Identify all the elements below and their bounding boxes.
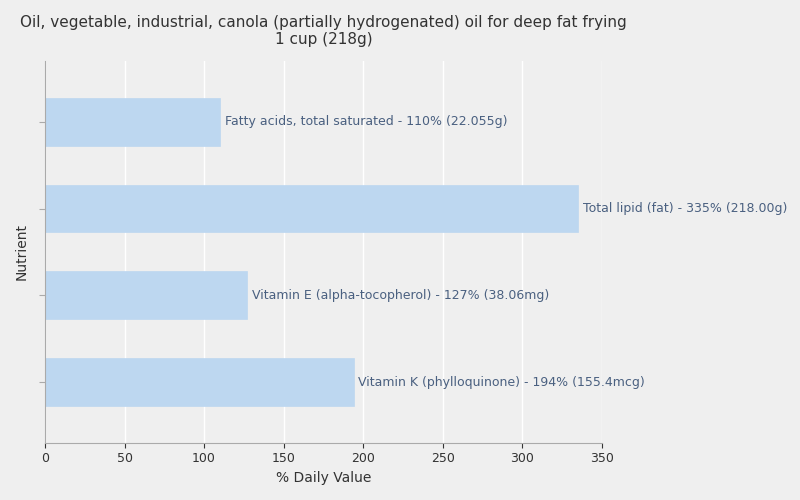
Bar [45,272,247,319]
Bar [45,98,220,146]
Text: Vitamin K (phylloquinone) - 194% (155.4mcg): Vitamin K (phylloquinone) - 194% (155.4m… [358,376,645,388]
X-axis label: % Daily Value: % Daily Value [276,471,371,485]
Y-axis label: Nutrient: Nutrient [15,224,29,280]
Text: Total lipid (fat) - 335% (218.00g): Total lipid (fat) - 335% (218.00g) [582,202,787,215]
Bar [45,184,578,232]
Text: Vitamin E (alpha-tocopherol) - 127% (38.06mg): Vitamin E (alpha-tocopherol) - 127% (38.… [252,289,549,302]
Bar [45,358,354,406]
Text: Fatty acids, total saturated - 110% (22.055g): Fatty acids, total saturated - 110% (22.… [225,116,507,128]
Title: Oil, vegetable, industrial, canola (partially hydrogenated) oil for deep fat fry: Oil, vegetable, industrial, canola (part… [20,15,627,48]
